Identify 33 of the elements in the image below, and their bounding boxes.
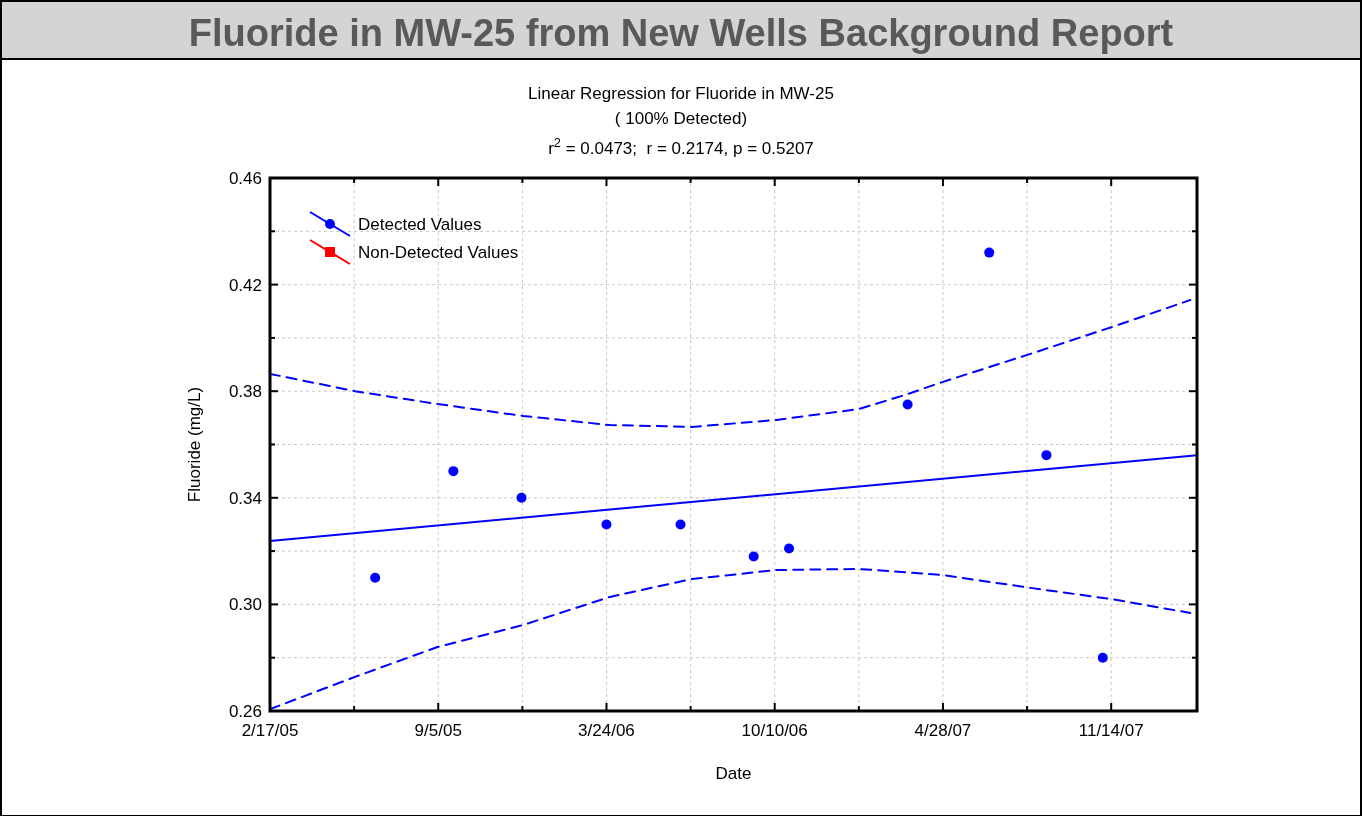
x-tick-label: 2/17/05 <box>241 721 299 740</box>
text: ( 100% Detected) <box>614 109 748 128</box>
legend-label: Detected Values <box>358 215 482 234</box>
point <box>448 466 459 477</box>
y-tick-label: 0.42 <box>228 275 262 295</box>
x-tick-label: 9/5/05 <box>414 721 462 740</box>
point <box>601 519 612 530</box>
point <box>516 492 527 503</box>
point <box>784 543 795 554</box>
legend-label: Non-Detected Values <box>358 243 519 262</box>
text: r$^{2}$ = 0.0473; r = 0.2174, p = 0.5207 <box>548 134 814 158</box>
y-tick-label: 0.34 <box>228 488 262 508</box>
point <box>748 551 759 562</box>
point <box>370 572 381 583</box>
y-tick-label: 0.38 <box>228 382 262 402</box>
chart-subtitle: Linear Regression for Fluoride in MW-25 <box>528 84 834 103</box>
x-tick-label: 11/14/07 <box>1078 721 1144 740</box>
line-series <box>270 299 1192 428</box>
point <box>984 247 995 258</box>
point <box>675 519 686 530</box>
y-axis-title: Fluoride (mg/L) <box>185 386 204 503</box>
y-tick-label: 0.30 <box>228 595 262 615</box>
x-tick-label: 10/10/06 <box>741 721 808 740</box>
line-series <box>270 567 1192 711</box>
x-tick-label: 3/24/06 <box>578 721 635 740</box>
point <box>1041 450 1052 461</box>
y-tick-label: 0.26 <box>228 702 262 721</box>
point <box>902 399 913 410</box>
x-tick-label: 4/28/07 <box>914 721 972 740</box>
y-tick-label: 0.46 <box>228 169 262 188</box>
x-axis-title: Date <box>715 764 752 783</box>
point <box>1097 652 1108 663</box>
chart-title: Fluoride in MW-25 from New Wells Background Report <box>188 12 1174 54</box>
